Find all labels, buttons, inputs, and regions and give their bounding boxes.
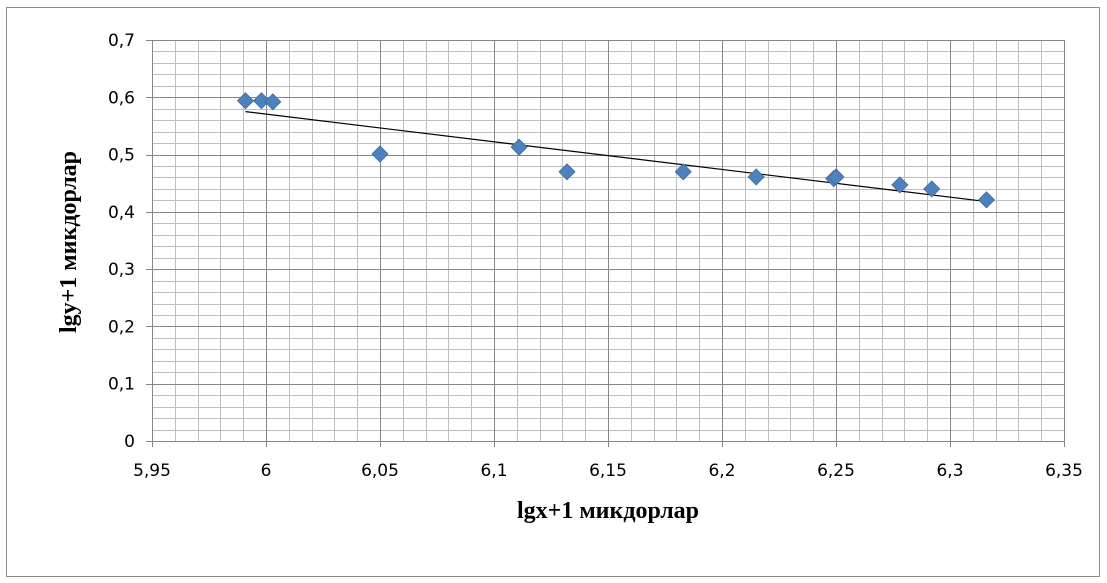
x-tick-label: 6,05 bbox=[361, 461, 399, 481]
x-tick-label: 6,15 bbox=[589, 461, 627, 481]
x-tick-label: 6,3 bbox=[936, 461, 963, 481]
y-tick-label: 0,7 bbox=[108, 31, 135, 51]
grid-lines bbox=[152, 40, 1065, 442]
data-point bbox=[236, 92, 255, 110]
data-point bbox=[891, 176, 909, 194]
y-tick-label: 0,6 bbox=[108, 88, 135, 108]
y-tick-label: 0,4 bbox=[108, 203, 135, 223]
data-point bbox=[674, 163, 692, 181]
trendline-group bbox=[245, 111, 987, 203]
data-point bbox=[371, 145, 389, 163]
x-tick-label: 6,2 bbox=[708, 461, 735, 481]
data-point bbox=[827, 168, 845, 186]
data-point bbox=[264, 93, 282, 111]
data-point bbox=[510, 138, 528, 156]
data-points bbox=[236, 92, 996, 209]
y-axis-title: lgy+1 микдорлар bbox=[56, 151, 82, 333]
y-tick-label: 0,2 bbox=[108, 317, 135, 337]
x-tick-label: 6,35 bbox=[1045, 461, 1083, 481]
x-axis-title: lgx+1 микдорлар bbox=[517, 498, 699, 524]
x-tick-label: 5,95 bbox=[133, 461, 171, 481]
trendline bbox=[245, 111, 987, 203]
data-point bbox=[252, 92, 271, 110]
y-tick-label: 0,5 bbox=[108, 146, 135, 166]
x-tick-label: 6,25 bbox=[817, 461, 855, 481]
data-point bbox=[923, 180, 941, 198]
data-point bbox=[977, 191, 996, 209]
y-tick-label: 0,3 bbox=[108, 260, 135, 280]
data-point bbox=[747, 168, 765, 186]
y-tick-label: 0 bbox=[124, 432, 135, 452]
x-tick-label: 6 bbox=[261, 461, 272, 481]
data-point bbox=[558, 163, 576, 181]
y-tick-label: 0,1 bbox=[108, 375, 135, 395]
axes bbox=[146, 40, 1065, 447]
y-tick-labels: 0 0,1 0,2 0,3 0,4 0,5 0,6 0,7 bbox=[108, 31, 135, 452]
x-tick-labels: 5,95 6 6,05 6,1 6,15 6,2 6,25 6,3 6,35 bbox=[133, 461, 1083, 481]
x-tick-label: 6,1 bbox=[480, 461, 507, 481]
